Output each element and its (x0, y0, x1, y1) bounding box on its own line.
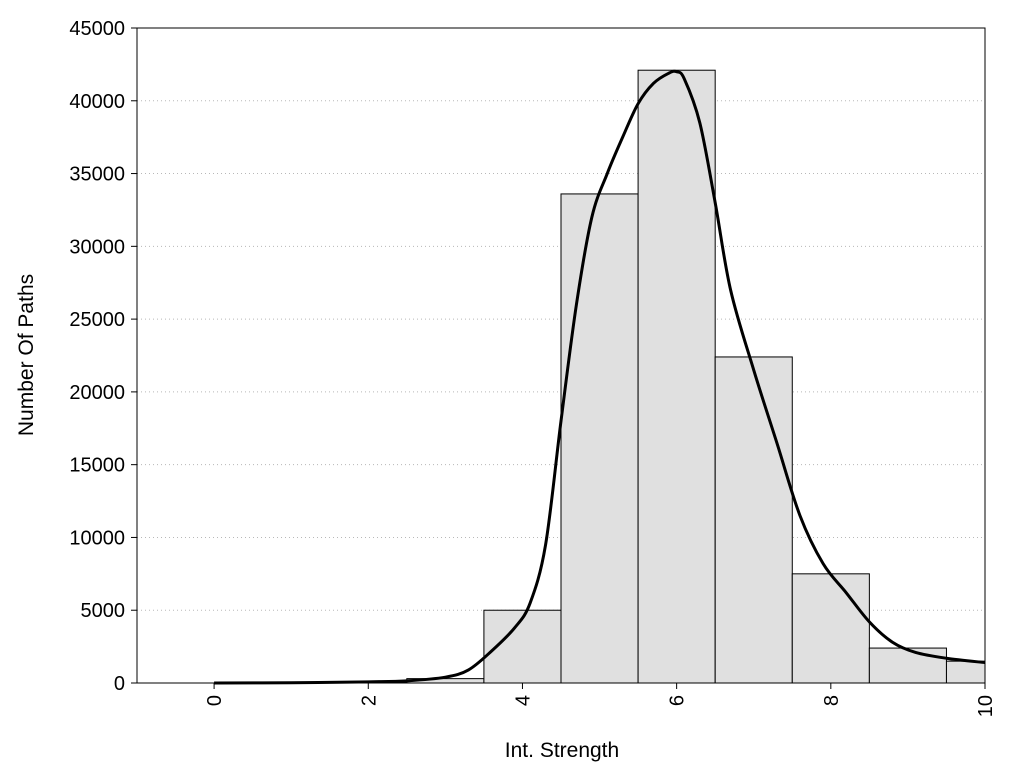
x-axis-ticks: 0 2 4 6 8 10 (204, 683, 997, 717)
y-axis-ticks: 0 5000 10000 15000 20000 25000 30000 35000 40000… (69, 18, 137, 695)
y-tick-label: 10000 (69, 527, 125, 549)
y-tick-label: 45000 (69, 18, 125, 40)
x-tick-label: 2 (358, 695, 380, 706)
histogram-bar (714, 356, 793, 684)
x-tick-label: 4 (512, 695, 534, 706)
y-tick-label: 25000 (69, 309, 125, 331)
x-tick-label: 10 (975, 695, 997, 717)
histogram-bar (560, 193, 639, 684)
x-tick-label: 0 (204, 695, 226, 706)
histogram-bar (791, 573, 870, 684)
fit-curve (214, 69, 986, 685)
y-tick-label: 30000 (69, 236, 125, 258)
y-tick-label: 35000 (69, 164, 125, 186)
y-tick-label: 40000 (69, 91, 125, 113)
x-tick-label: 8 (821, 695, 843, 706)
y-axis-title: Number Of Paths (15, 274, 38, 436)
fit-curve-line (214, 69, 986, 685)
y-tick-label: 15000 (69, 455, 125, 477)
histogram-bar (945, 660, 986, 684)
x-axis-title: Int. Strength (505, 739, 619, 762)
histogram-bar (868, 647, 947, 684)
histogram-bar (637, 69, 716, 684)
histogram-bars (329, 69, 986, 684)
y-tick-label: 20000 (69, 382, 125, 404)
y-tick-label: 5000 (81, 600, 126, 622)
x-tick-label: 6 (667, 695, 689, 706)
plot-frame (136, 27, 986, 684)
y-tick-label: 0 (114, 673, 125, 695)
